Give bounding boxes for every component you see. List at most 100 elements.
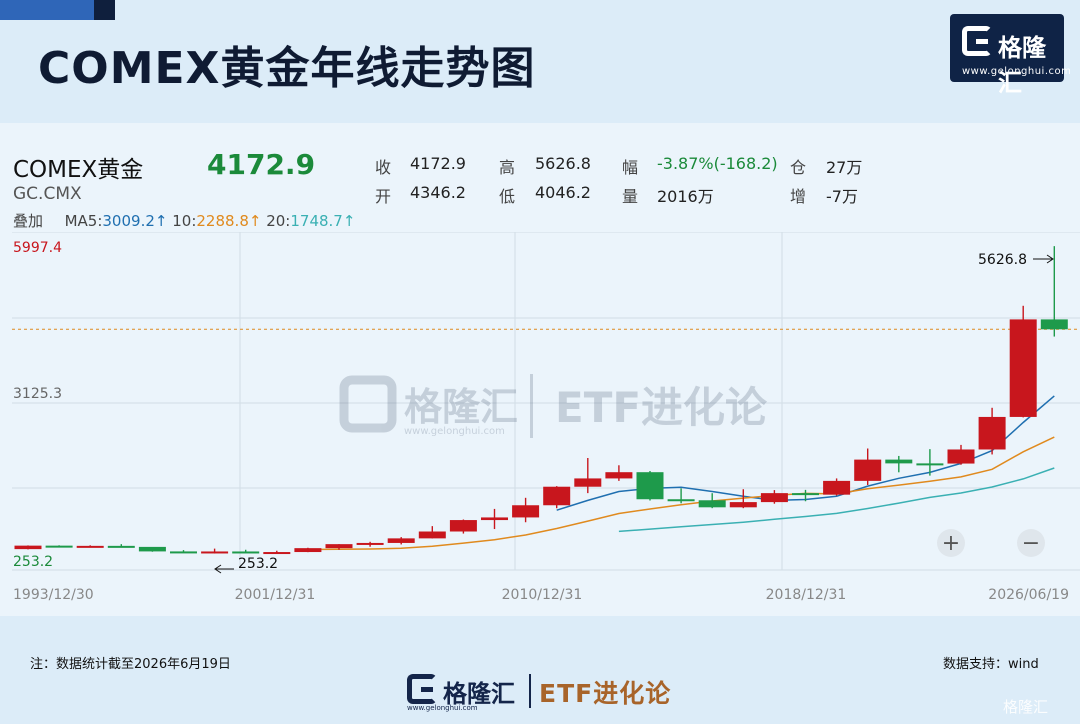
candle-body [14, 545, 42, 550]
candlestick-chart[interactable]: 格隆汇 www.gelonghui.com ETF进化论 5997.4 3125.… [0, 232, 1080, 612]
candle-body [1009, 319, 1037, 417]
footer-brand-name: 格隆汇 [443, 680, 515, 708]
x-tick-0: 1993/12/30 [13, 587, 94, 603]
candle-body [854, 459, 882, 481]
footer-logo: 格隆汇 www.gelonghui.com ETF进化论 [407, 672, 687, 712]
brand-g-icon [962, 26, 992, 56]
ma10-line [307, 436, 1055, 551]
candle-1993 [14, 545, 42, 550]
ma20-value: 1748.7↑ [290, 212, 356, 230]
candle-2017 [760, 490, 788, 504]
candle-body [263, 552, 291, 555]
candle-body [232, 551, 260, 554]
open-interest-label: 仓 [790, 158, 807, 177]
chart-grid [12, 232, 1080, 571]
open-interest-value: 27万 [826, 158, 863, 177]
candle-2002 [294, 547, 322, 553]
candle-body [201, 551, 229, 554]
quote-panel [0, 123, 1080, 616]
candle-body [107, 545, 135, 548]
x-tick-3: 2018/12/31 [766, 587, 847, 603]
brand-logo: 格隆汇 www.gelonghui.com [950, 14, 1072, 97]
candle-body [729, 502, 757, 508]
data-source: 数据支持：wind [943, 657, 1039, 672]
candle-body [760, 493, 788, 503]
candle-body [170, 551, 197, 554]
ma20-line [618, 467, 1055, 533]
candle-body [1040, 319, 1068, 330]
candle-body [978, 416, 1006, 450]
candle-2020 [854, 448, 882, 486]
candle-body [885, 459, 913, 464]
instrument-name: COMEX黄金 [13, 157, 144, 183]
watermark-tagline: ETF进化论 [555, 383, 768, 432]
corner-watermark: 格隆汇 [1003, 698, 1049, 716]
chart-watermark: 格隆汇 www.gelonghui.com ETF进化论 [339, 374, 768, 438]
candle-1996 [107, 544, 135, 548]
candle-2005 [387, 537, 415, 545]
close-value: 4172.9 [410, 154, 466, 173]
x-tick-2: 2010/12/31 [502, 587, 583, 603]
brand-name: 格隆汇 [998, 34, 1046, 97]
footnote: 注：数据统计截至2026年6月19日 [30, 657, 231, 672]
candle-2013 [636, 470, 664, 501]
candle-body [294, 548, 322, 553]
candle-1998 [170, 550, 197, 554]
candle-body [698, 500, 726, 508]
candle-2003 [325, 544, 353, 550]
candle-2015 [698, 493, 726, 509]
candle-body [138, 546, 166, 552]
candle-1999 [201, 548, 229, 554]
candle-body [356, 542, 384, 545]
candle-2004 [356, 541, 384, 547]
candle-body [481, 517, 508, 521]
candle-2007 [449, 519, 477, 534]
ma-lines [12, 328, 1080, 551]
candle-2008 [481, 508, 508, 530]
y-tick-mid: 3125.3 [13, 386, 62, 402]
candle-2021 [885, 455, 913, 473]
candle-body [947, 449, 975, 464]
watermark-separator [530, 374, 533, 438]
low-value: 4046.2 [535, 183, 591, 202]
candle-1997 [138, 546, 166, 552]
y-tick-min: 253.2 [13, 554, 53, 570]
candle-body [387, 538, 415, 543]
footer-separator [529, 674, 531, 708]
top-accent-navy [94, 0, 115, 20]
high-annotation: 5626.8 [978, 252, 1027, 268]
footer-g-icon [407, 674, 437, 704]
zoom-in-button[interactable]: + [937, 529, 965, 557]
chart-labels: 5997.4 3125.3 253.2 1993/12/30 2001/12/31 201… [13, 240, 1069, 603]
volume-label: 量 [622, 187, 639, 206]
top-accent-blue [0, 0, 94, 20]
overlay-label[interactable]: 叠加 [13, 212, 44, 230]
ma10-value: 2288.8↑ [196, 212, 262, 230]
candle-2022 [916, 449, 944, 476]
candle-2025 [1009, 305, 1037, 418]
ma-legend: 叠加 MA5:3009.2↑ 10:2288.8↑ 20:1748.7↑ [13, 210, 355, 231]
watermark-brand: 格隆汇 [404, 385, 518, 429]
zoom-out-button[interactable]: − [1017, 529, 1045, 557]
candle-body [325, 544, 353, 549]
candle-body [574, 478, 602, 487]
high-value: 5626.8 [535, 154, 591, 173]
candle-body [667, 499, 695, 502]
candle-2011 [574, 458, 602, 494]
candle-body [916, 463, 944, 466]
low-label: 低 [499, 187, 516, 206]
footer-tagline: ETF进化论 [539, 679, 672, 708]
change-label: 幅 [622, 158, 639, 177]
candle-2014 [667, 488, 695, 504]
watermark-g-icon [339, 375, 397, 433]
ma20-label: 20: [266, 212, 291, 230]
candle-2010 [543, 486, 571, 509]
candle-body [543, 486, 571, 506]
oi-change-value: -7万 [826, 187, 858, 206]
footer-brand-url: www.gelonghui.com [407, 704, 478, 712]
candle-2026 [1040, 246, 1068, 337]
candles [14, 246, 1068, 555]
brand-url: www.gelonghui.com [962, 66, 1072, 77]
zoom-in-icon: + [942, 531, 960, 556]
candle-2001 [263, 550, 291, 555]
